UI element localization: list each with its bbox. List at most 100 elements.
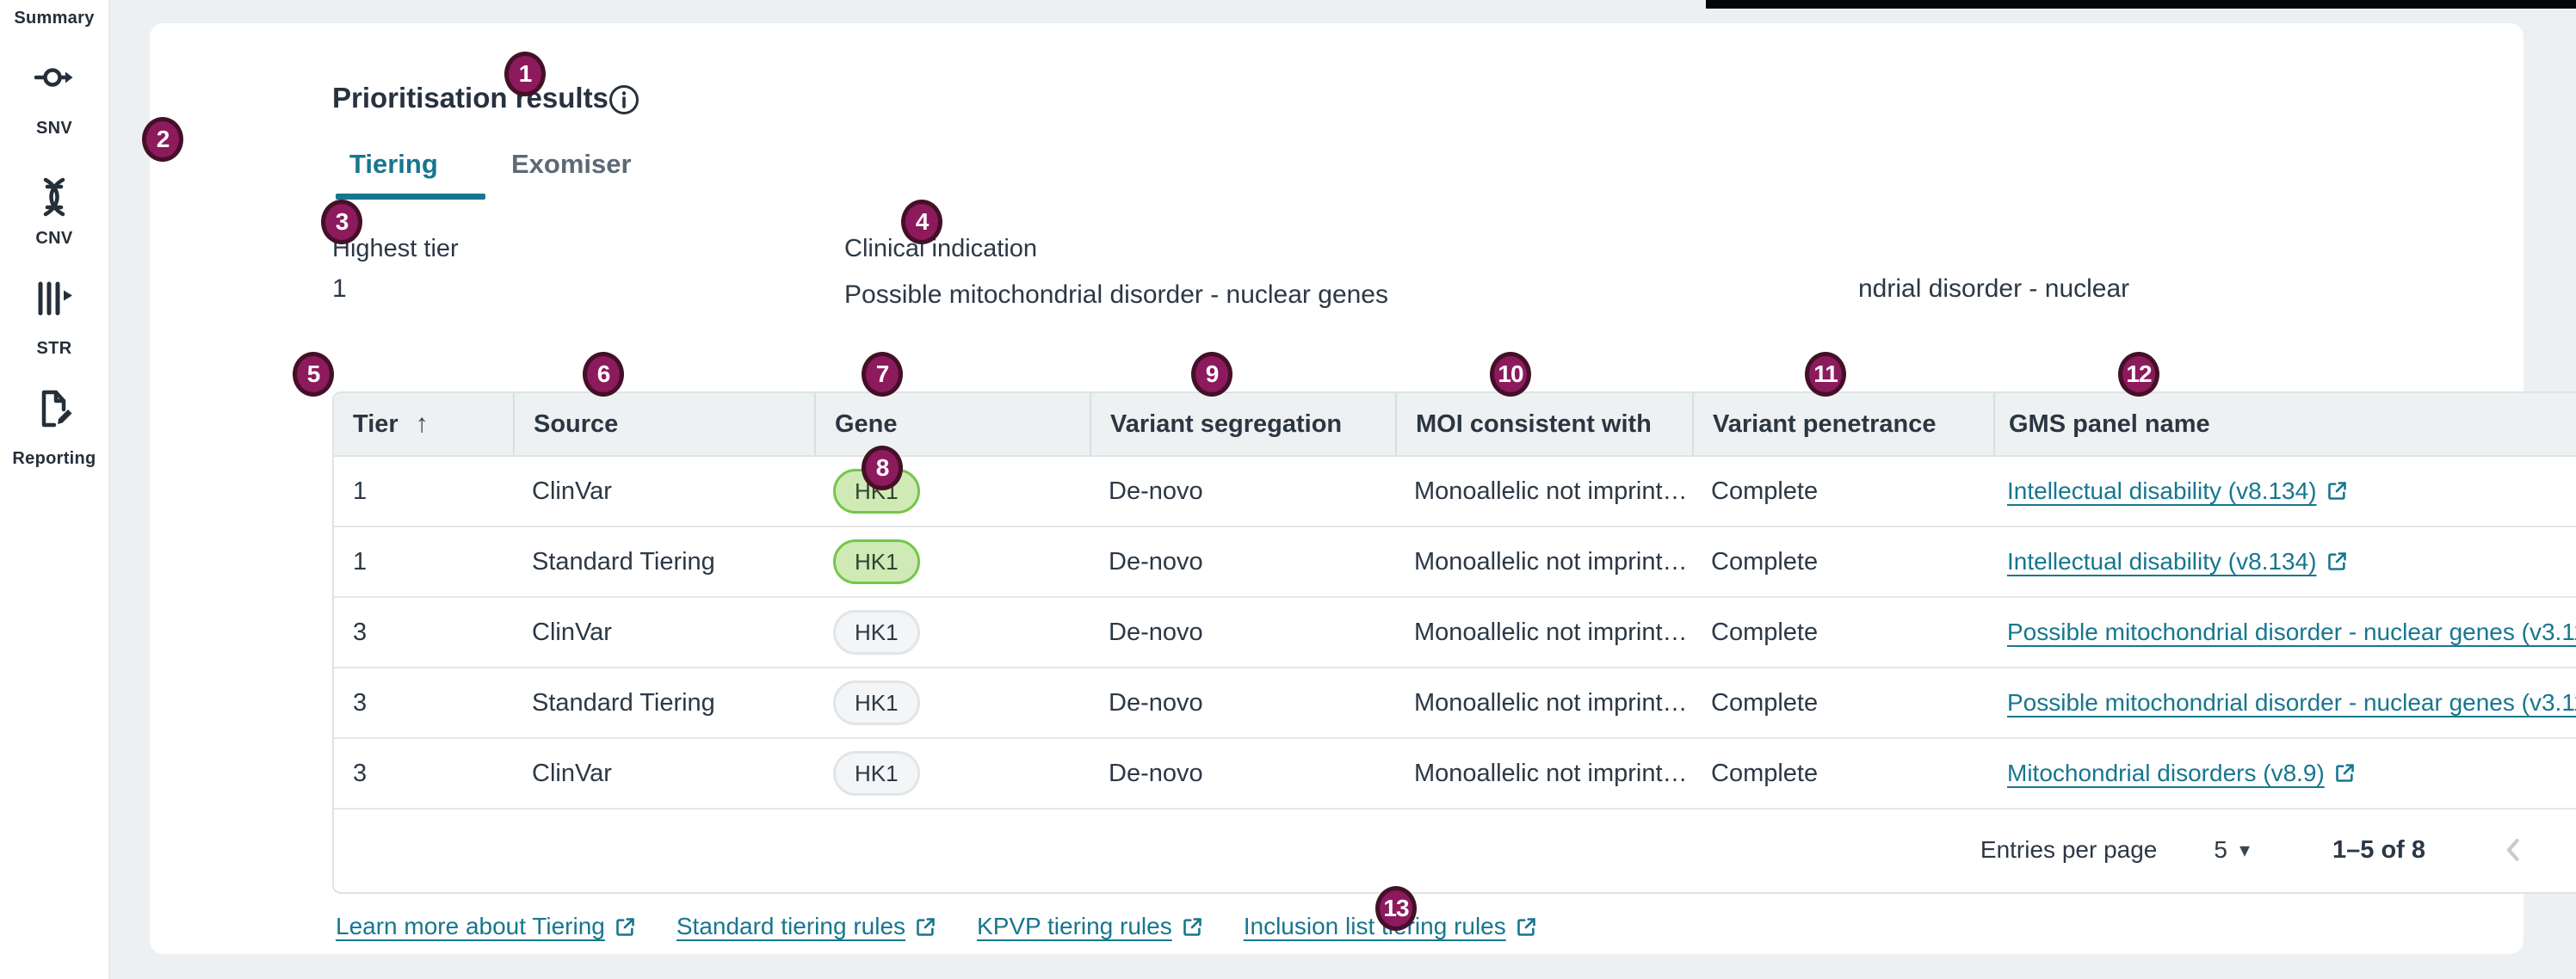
annotation-badge-8: 8 xyxy=(862,446,903,490)
tab-exomiser[interactable]: Exomiser xyxy=(511,149,632,179)
gms-panel-link[interactable]: Possible mitochondrial disorder - nuclea… xyxy=(2007,618,2576,645)
kpvp-tiering-rules-link[interactable]: KPVP tiering rules xyxy=(977,913,1204,940)
sidebar-item-snv-label: SNV xyxy=(35,119,73,138)
annotation-badge-13: 13 xyxy=(1375,886,1417,931)
cell-gene: HK1 xyxy=(814,610,1090,655)
gms-panel-link[interactable]: Possible mitochondrial disorder - nuclea… xyxy=(2007,688,2576,716)
sidebar-item-str[interactable] xyxy=(0,278,108,323)
table-row: 3 Standard Tiering HK1 De-novo Monoallel… xyxy=(334,668,2576,739)
cell-source: ClinVar xyxy=(532,618,612,646)
sidebar-item-snv-label-wrap[interactable]: SNV xyxy=(0,119,108,139)
table-row: 1 ClinVar HK1 De-novo Monoallelic not im… xyxy=(334,457,2576,527)
prioritisation-results-card: Prioritisation results Tiering Exomiser … xyxy=(150,23,2576,954)
cell-gms-panel: Intellectual disability (v8.134) xyxy=(1993,548,2576,576)
external-link-icon xyxy=(1515,915,1538,939)
tab-tiering[interactable]: Tiering xyxy=(349,149,438,179)
column-header-tier[interactable]: Tier ↑ xyxy=(353,409,429,438)
sidebar-item-reporting-label-wrap[interactable]: Reporting xyxy=(0,449,108,469)
cell-gms-panel: Possible mitochondrial disorder - nuclea… xyxy=(1993,619,2576,647)
sidebar-item-summary-label: Summary xyxy=(14,9,95,28)
standard-tiering-rules-link[interactable]: Standard tiering rules xyxy=(676,913,937,940)
sidebar-item-summary[interactable]: Summary xyxy=(0,9,108,28)
column-header-gms-panel-name[interactable]: GMS panel name xyxy=(1993,393,2576,455)
page-size-value: 5 xyxy=(2214,836,2227,863)
external-link-icon xyxy=(1181,915,1204,939)
cell-gms-panel: Mitochondrial disorders (v8.9) xyxy=(1993,760,2576,788)
external-link-icon xyxy=(914,915,937,939)
annotation-badge-4: 4 xyxy=(901,200,942,244)
cell-gms-panel: Possible mitochondrial disorder - nuclea… xyxy=(1993,689,2576,717)
sidebar: Summary SNV CNV xyxy=(0,0,110,979)
table-pagination: Entries per page 5 ▾ 1–5 of 8 xyxy=(334,810,2576,890)
cell-moi: Monoallelic not imprint… xyxy=(1414,688,1688,717)
highest-tier-value: 1 xyxy=(332,274,347,303)
external-link-icon xyxy=(2326,479,2349,502)
inclusion-list-tiering-rules-link[interactable]: Inclusion list tiering rules xyxy=(1244,913,1538,940)
column-header-gene[interactable]: Gene xyxy=(814,393,1090,455)
gene-chip[interactable]: HK1 xyxy=(833,610,920,655)
column-header-variant-penetrance[interactable]: Variant penetrance xyxy=(1692,393,1993,455)
annotation-badge-7: 7 xyxy=(862,352,903,397)
tiering-help-links: Learn more about Tiering Standard tierin… xyxy=(336,913,1538,940)
cell-gene: HK1 xyxy=(814,469,1090,514)
annotation-badge-12: 12 xyxy=(2118,352,2159,397)
cell-tier: 3 xyxy=(353,688,368,717)
cell-gene: HK1 xyxy=(814,539,1090,584)
clinical-indication-value: Possible mitochondrial disorder - nuclea… xyxy=(844,280,1388,309)
page-size-caret-icon: ▾ xyxy=(2239,838,2250,862)
gene-chip[interactable]: HK1 xyxy=(833,751,920,796)
cell-variant-segregation: De-novo xyxy=(1109,547,1203,576)
annotation-badge-5: 5 xyxy=(293,352,334,397)
annotation-badge-3: 3 xyxy=(321,200,362,244)
page-title: Prioritisation results xyxy=(332,82,608,114)
sidebar-item-reporting[interactable] xyxy=(0,389,108,434)
gene-chip[interactable]: HK1 xyxy=(833,539,920,584)
previous-page-button[interactable] xyxy=(2501,835,2527,865)
table-header-row: Tier ↑ Source Gene Variant segregation M… xyxy=(334,393,2576,457)
external-link-icon xyxy=(614,915,637,939)
cell-gene: HK1 xyxy=(814,680,1090,725)
str-icon xyxy=(34,281,75,323)
gms-panel-link[interactable]: Intellectual disability (v8.134) xyxy=(2007,477,2349,505)
clinical-indication-label: Clinical indication xyxy=(844,235,1038,262)
sidebar-item-snv[interactable] xyxy=(0,57,108,102)
gms-panel-link[interactable]: Mitochondrial disorders (v8.9) xyxy=(2007,760,2357,787)
table-row: 3 ClinVar HK1 De-novo Monoallelic not im… xyxy=(334,739,2576,810)
pagination-range-label: 1–5 of 8 xyxy=(2332,835,2425,864)
external-link-icon xyxy=(2333,761,2357,785)
annotation-badge-10: 10 xyxy=(1490,352,1531,397)
cell-variant-segregation: De-novo xyxy=(1109,688,1203,717)
table-row: 1 Standard Tiering HK1 De-novo Monoallel… xyxy=(334,527,2576,598)
column-header-variant-segregation[interactable]: Variant segregation xyxy=(1090,393,1395,455)
cell-penetrance: Complete xyxy=(1711,688,1819,717)
cell-penetrance: Complete xyxy=(1711,618,1819,646)
cell-gms-panel: Intellectual disability (v8.134) xyxy=(1993,477,2576,506)
page-size-select[interactable]: 5 ▾ xyxy=(2214,836,2250,864)
gms-panel-link[interactable]: Intellectual disability (v8.134) xyxy=(2007,548,2349,576)
cell-moi: Monoallelic not imprint… xyxy=(1414,618,1688,646)
info-icon[interactable] xyxy=(608,83,640,120)
learn-more-tiering-link[interactable]: Learn more about Tiering xyxy=(336,913,637,940)
cell-variant-segregation: De-novo xyxy=(1109,618,1203,646)
sort-ascending-icon[interactable]: ↑ xyxy=(415,409,429,438)
column-header-moi-consistent-with[interactable]: MOI consistent with xyxy=(1395,393,1692,455)
sidebar-item-cnv-label: CNV xyxy=(35,229,73,248)
sidebar-item-reporting-label: Reporting xyxy=(12,449,96,468)
annotation-badge-6: 6 xyxy=(583,352,624,397)
gene-chip[interactable]: HK1 xyxy=(833,680,920,725)
sidebar-item-str-label-wrap[interactable]: STR xyxy=(0,339,108,359)
tiering-results-table: Tier ↑ Source Gene Variant segregation M… xyxy=(332,391,2576,894)
cell-tier: 3 xyxy=(353,759,368,787)
cell-source: Standard Tiering xyxy=(532,688,715,717)
cell-source: Standard Tiering xyxy=(532,547,715,576)
sidebar-item-cnv-label-wrap[interactable]: CNV xyxy=(0,229,108,249)
snv-icon xyxy=(34,68,75,102)
cnv-icon xyxy=(34,177,75,221)
annotation-badge-1: 1 xyxy=(504,52,546,96)
sidebar-item-str-label: STR xyxy=(36,339,72,358)
sidebar-item-cnv[interactable] xyxy=(0,176,108,222)
annotation-badge-2: 2 xyxy=(142,117,183,162)
annotation-badge-11: 11 xyxy=(1805,352,1846,397)
active-tab-underline xyxy=(336,194,485,200)
column-header-source[interactable]: Source xyxy=(513,393,814,455)
